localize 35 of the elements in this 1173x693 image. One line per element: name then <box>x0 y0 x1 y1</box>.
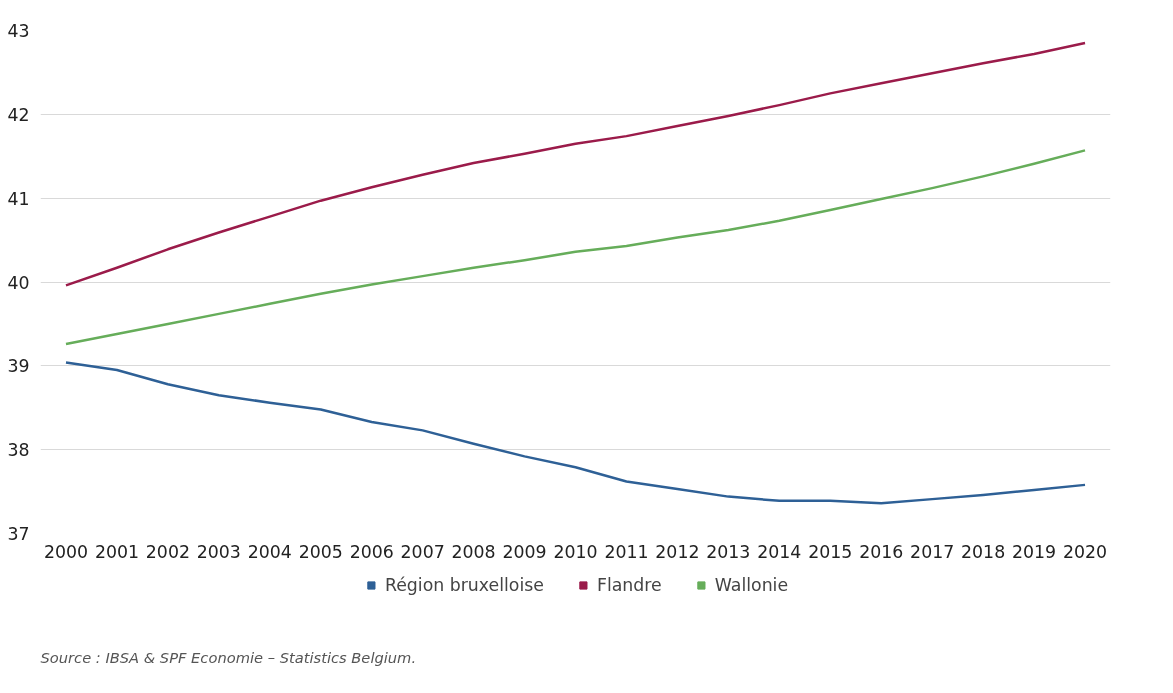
y-tick-label: 41 <box>7 188 30 209</box>
x-tick-label: 2016 <box>859 541 904 562</box>
x-tick-label: 2017 <box>910 541 955 562</box>
x-tick-label: 2005 <box>298 541 343 562</box>
y-tick-label: 39 <box>7 356 30 377</box>
x-tick-label: 2020 <box>1062 541 1108 562</box>
legend-label: Wallonie <box>714 575 789 595</box>
x-tick-label: 2008 <box>451 541 496 562</box>
line-series <box>64 41 1087 287</box>
x-tick-label: 2011 <box>604 541 649 562</box>
y-tick-label: 42 <box>7 104 30 125</box>
x-tick-label: 2014 <box>757 541 802 562</box>
x-tick-label: 2000 <box>43 541 89 562</box>
x-tick-label: 2010 <box>553 541 598 562</box>
y-tick-label: 38 <box>7 440 30 461</box>
x-tick-label: 2003 <box>196 541 241 562</box>
line-series <box>64 361 1087 505</box>
x-tick-label: 2001 <box>94 541 139 562</box>
x-tick-label: 2004 <box>247 541 292 562</box>
x-tick-label: 2019 <box>1012 541 1057 562</box>
y-tick-label: 37 <box>7 524 30 544</box>
x-tick-label: 2012 <box>655 541 700 562</box>
x-tick-label: 2013 <box>706 541 751 562</box>
legend-label: Région bruxelloise <box>384 575 544 595</box>
y-tick-label: 40 <box>7 272 30 293</box>
x-tick-label: 2006 <box>349 541 394 562</box>
x-tick-label: 2007 <box>400 541 445 562</box>
x-tick-label: 2002 <box>145 541 190 562</box>
y-tick-label: 43 <box>7 21 30 41</box>
line-series <box>64 149 1087 346</box>
x-tick-label: 2009 <box>502 541 547 562</box>
x-tick-label: 2018 <box>961 541 1006 562</box>
source-note: Source : IBSA & SPF Economie – Statistics Belgium. <box>40 648 417 666</box>
x-tick-label: 2015 <box>808 541 853 562</box>
legend-label: Flandre <box>596 575 662 595</box>
